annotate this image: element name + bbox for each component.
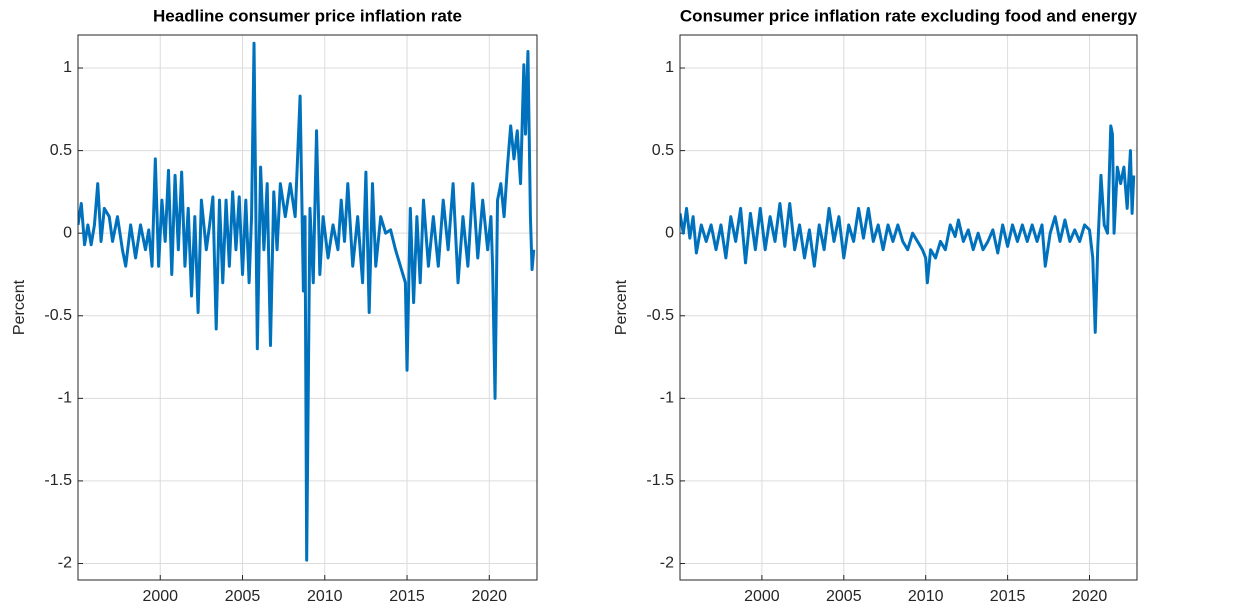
y-tick-label: -1 bbox=[58, 390, 72, 407]
data-line bbox=[680, 124, 1136, 334]
y-tick-label: 1 bbox=[665, 59, 674, 76]
y-tick-label: -2 bbox=[660, 555, 674, 572]
y-tick-label: -0.5 bbox=[44, 307, 72, 324]
y-tick-label: 0.5 bbox=[652, 142, 674, 159]
series-group bbox=[680, 124, 1136, 334]
y-tick-label: 0 bbox=[63, 224, 72, 241]
x-tick-label: 2005 bbox=[225, 588, 261, 605]
x-tick-label: 2000 bbox=[142, 588, 178, 605]
x-tick-label: 2010 bbox=[307, 588, 343, 605]
x-tick-label: 2000 bbox=[744, 588, 780, 605]
plot-area bbox=[680, 35, 1137, 580]
y-axis-label: Percent bbox=[613, 279, 630, 335]
chart-title: Headline consumer price inflation rate bbox=[153, 6, 462, 25]
x-tick-label: 2020 bbox=[1072, 588, 1108, 605]
y-tick-label: -0.5 bbox=[646, 307, 674, 324]
x-tick-label: 2015 bbox=[990, 588, 1026, 605]
data-line bbox=[78, 41, 536, 562]
y-tick-label: 0 bbox=[665, 224, 674, 241]
chart-title: Consumer price inflation rate excluding … bbox=[680, 6, 1138, 25]
y-axis-label: Percent bbox=[11, 279, 28, 335]
axes-box bbox=[679, 34, 1138, 581]
y-tick-label: 0.5 bbox=[50, 142, 72, 159]
x-tick-label: 2005 bbox=[826, 588, 862, 605]
y-tick-label: -1.5 bbox=[44, 472, 72, 489]
y-tick-label: -1 bbox=[660, 390, 674, 407]
y-tick-label: -2 bbox=[58, 555, 72, 572]
y-tick-label: -1.5 bbox=[646, 472, 674, 489]
axes-box bbox=[77, 34, 538, 581]
y-tick-label: 1 bbox=[63, 59, 72, 76]
series-group bbox=[78, 41, 536, 562]
x-tick-label: 2015 bbox=[389, 588, 425, 605]
x-tick-label: 2010 bbox=[908, 588, 944, 605]
x-tick-label: 2020 bbox=[471, 588, 507, 605]
